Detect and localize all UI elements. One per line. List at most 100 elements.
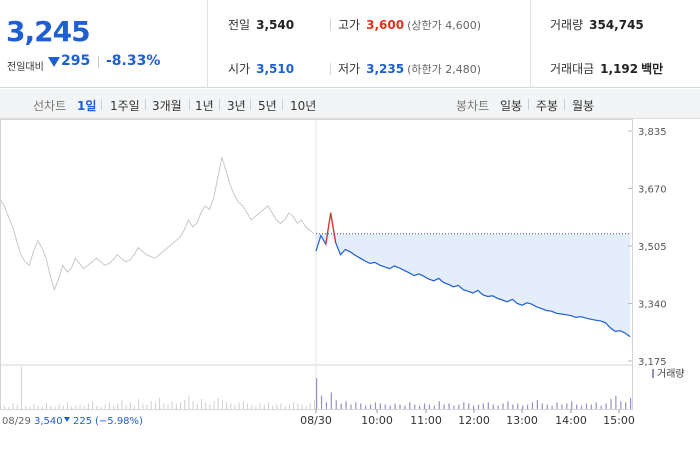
volume-bar-prev	[71, 406, 73, 409]
period-1y[interactable]: 1년	[195, 99, 214, 113]
candle-weekly[interactable]: 주봉	[536, 99, 559, 113]
change-value: 295	[61, 53, 91, 69]
volume-bar-prev	[267, 402, 269, 409]
volume-bar-prev	[180, 402, 182, 409]
period-1w[interactable]: 1주일	[110, 99, 140, 113]
volume-bar-prev	[217, 397, 219, 409]
volume-bar	[625, 402, 627, 409]
volume-bar	[541, 403, 543, 409]
volume-bar	[419, 405, 421, 409]
divider	[282, 99, 283, 110]
volume-bars	[0, 367, 632, 409]
volume-bar-prev	[184, 400, 186, 409]
volume-bar-prev	[121, 400, 123, 409]
prev-day-date: 08/29	[2, 416, 31, 427]
volume-bar-prev	[284, 405, 286, 409]
volume-bar-prev	[234, 404, 236, 409]
volume-bar-prev	[242, 401, 244, 409]
volume-bar	[360, 403, 362, 409]
volume-bar	[369, 404, 372, 409]
volume-bar	[325, 402, 328, 409]
volume-bar-prev	[293, 402, 295, 409]
volume-bar	[365, 405, 367, 409]
volume-bar-prev	[259, 403, 261, 409]
candle-chart-label: 봉차트	[456, 99, 490, 113]
volume-bar-prev	[108, 402, 110, 409]
volume-legend-swatch	[652, 369, 654, 378]
volume-bar	[512, 404, 514, 409]
prev-day-close: 3,540	[34, 416, 63, 427]
volume-bar-prev	[175, 403, 177, 409]
volume-bar-prev	[305, 405, 307, 409]
stat-prev-close: 전일 3,540	[228, 18, 295, 32]
price-box: 3,245 전일대비 295 -8.33%	[0, 0, 208, 88]
down-arrow-icon	[48, 57, 60, 67]
volume-bar-prev	[16, 404, 18, 409]
volume-bar	[394, 403, 396, 409]
volume-bar-prev	[87, 403, 89, 409]
candle-daily[interactable]: 일봉	[500, 99, 523, 113]
volume-bar	[571, 401, 573, 409]
volume-bar-prev	[75, 405, 77, 409]
volume-bar	[546, 404, 548, 409]
volume-bar	[453, 405, 455, 409]
volume-bar	[448, 403, 450, 409]
volume-bar	[379, 403, 381, 409]
down-arrow-icon	[64, 417, 70, 422]
volume-bar	[468, 403, 470, 409]
volume-bar-prev	[4, 405, 6, 409]
volume-bar	[384, 404, 386, 409]
divider	[528, 99, 529, 110]
x-tick-label: 08/30	[300, 414, 332, 427]
volume-bar	[433, 405, 435, 409]
volume-bar-prev	[142, 403, 144, 409]
volume-bar	[585, 403, 588, 409]
volume-bar-prev	[280, 403, 282, 409]
volume-bar-prev	[96, 405, 98, 409]
volume-bar	[590, 404, 592, 409]
volume-bar	[443, 404, 445, 409]
volume-bar-prev	[113, 405, 115, 409]
fill-area	[316, 233, 630, 337]
volume-bar	[536, 400, 538, 409]
volume-bar	[316, 378, 318, 409]
volume-bar-prev	[62, 405, 64, 409]
prev-day-line	[0, 156, 315, 292]
volume-bar-prev	[37, 405, 39, 409]
volume-bar	[551, 405, 553, 409]
volume-bar	[389, 405, 391, 409]
volume-bar-prev	[209, 404, 211, 409]
stat-open: 시가 3,510	[228, 62, 295, 76]
volume-bar	[595, 402, 597, 409]
volume-bar-prev	[154, 402, 156, 409]
volume-bar	[345, 401, 347, 409]
today-line	[315, 212, 631, 338]
volume-bar-prev	[163, 403, 165, 409]
x-tick-label: 12:00	[458, 414, 490, 427]
volume-bar-prev	[238, 402, 240, 409]
volume-bar	[620, 401, 622, 409]
period-3m[interactable]: 3개월	[152, 99, 182, 113]
volume-bar	[335, 400, 337, 409]
price-chart[interactable]: 3,835 3,670 3,505 3,340 3,175 08/30 10:00 11:0…	[0, 119, 700, 450]
line-chart-label: 선차트	[33, 99, 67, 113]
volume-bar	[556, 402, 558, 409]
volume-bar	[487, 402, 489, 409]
volume-bar	[517, 403, 519, 409]
divider	[330, 63, 331, 75]
volume-bar-prev	[188, 395, 190, 409]
volume-bar	[414, 404, 416, 409]
volume-bar-prev	[25, 405, 27, 409]
period-1d[interactable]: 1일	[77, 99, 97, 113]
x-tick-label: 10:00	[361, 414, 393, 427]
volume-bar	[399, 404, 401, 409]
divider	[145, 99, 146, 110]
period-5y[interactable]: 5년	[258, 99, 277, 113]
candle-monthly[interactable]: 월봉	[572, 99, 595, 113]
volume-bar-prev	[104, 404, 106, 409]
volume-bar-prev	[255, 405, 257, 409]
volume-bar-prev	[92, 401, 94, 409]
period-3y[interactable]: 3년	[227, 99, 246, 113]
period-10y[interactable]: 10년	[290, 99, 317, 113]
divider	[98, 56, 99, 68]
